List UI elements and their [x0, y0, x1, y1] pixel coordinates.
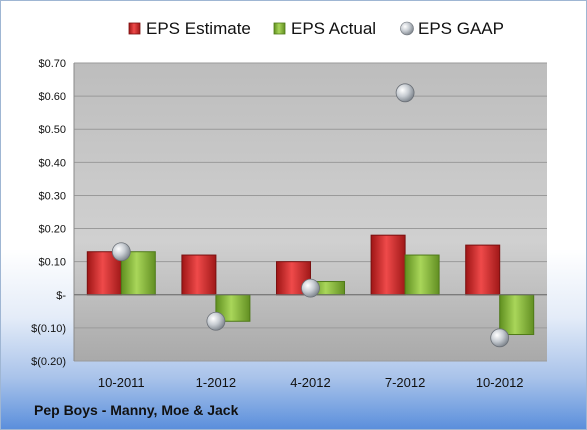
legend-swatch-gaap	[400, 21, 414, 36]
eps-gaap-point	[490, 328, 510, 348]
plot-area	[74, 63, 547, 361]
eps-gaap-point	[206, 311, 226, 331]
legend-label: EPS Estimate	[146, 19, 251, 38]
y-tick-label: $0.70	[38, 58, 66, 70]
y-tick-label: $0.10	[38, 257, 66, 269]
y-tick-label: $0.20	[38, 224, 66, 236]
y-tick-label: $0.30	[38, 190, 66, 202]
x-tick-label: 10-2012	[476, 375, 524, 390]
legend-swatch-actual	[273, 22, 286, 35]
legend-label: EPS GAAP	[418, 19, 504, 38]
eps-actual-bar	[499, 294, 535, 336]
legend-label: EPS Actual	[291, 19, 376, 38]
eps-actual-bar	[404, 254, 440, 296]
eps-gaap-point	[395, 83, 415, 103]
y-tick-label: $0.50	[38, 124, 66, 136]
x-tick-label: 1-2012	[196, 375, 236, 390]
y-tick-label: $(0.20)	[31, 356, 66, 368]
eps-gaap-point	[111, 242, 131, 262]
eps-estimate-bar	[370, 234, 406, 296]
y-tick-label: $0.60	[38, 91, 66, 103]
y-tick-label: $(0.10)	[31, 323, 66, 335]
y-tick-label: $0.40	[38, 157, 66, 169]
x-tick-label: 10-2011	[98, 375, 145, 390]
legend: EPS Estimate EPS Actual EPS GAAP	[128, 19, 504, 38]
y-tick-label: $-	[56, 290, 66, 302]
y-axis: $0.70 $0.60 $0.50 $0.40 $0.30 $0.20 $0.10 $- $(0…	[31, 58, 75, 368]
legend-swatch-estimate	[128, 22, 141, 35]
eps-estimate-bar	[465, 244, 501, 296]
x-axis: 10-2011 1-2012 4-2012 7-2012 10-2012	[98, 375, 524, 390]
eps-estimate-bar	[181, 254, 217, 296]
gaap-points	[111, 83, 510, 348]
bars	[74, 234, 547, 336]
company-label: Pep Boys - Manny, Moe & Jack	[34, 402, 239, 418]
eps-gaap-point	[301, 278, 320, 298]
eps-chart: EPS Estimate EPS Actual EPS GAAP $0.70 $0.6…	[31, 19, 547, 390]
x-tick-label: 7-2012	[385, 375, 425, 390]
x-tick-label: 4-2012	[290, 375, 330, 390]
